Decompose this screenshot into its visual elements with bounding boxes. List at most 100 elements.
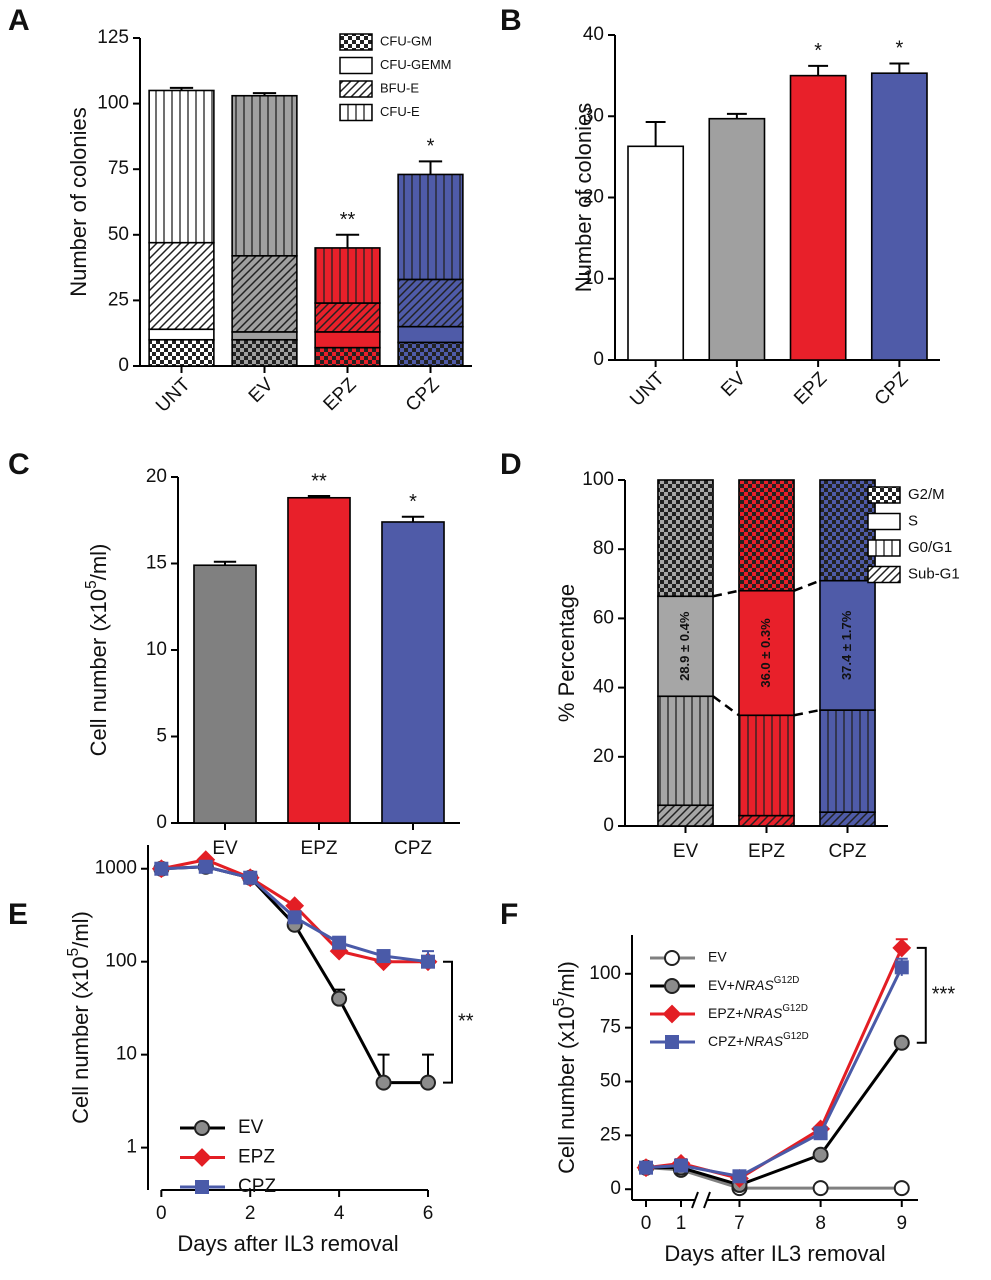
bar-segment <box>314 331 381 349</box>
legend-swatch <box>867 565 901 584</box>
marker <box>812 1180 829 1197</box>
y-tick-label: 15 <box>146 553 167 574</box>
x-tick-label: UNT <box>152 374 195 417</box>
error-bar <box>645 120 666 147</box>
y-tick-label: 100 <box>97 93 129 114</box>
x-tick-label: CPZ <box>871 368 913 410</box>
panel-letter: E <box>8 898 28 931</box>
bar-segment <box>738 814 795 827</box>
bar <box>789 74 847 361</box>
x-tick-label: CPZ <box>394 838 432 859</box>
marker <box>287 910 302 925</box>
marker <box>893 1180 910 1197</box>
y-tick-label: 10 <box>583 268 604 289</box>
x-tick-label: 9 <box>896 1213 907 1234</box>
x-tick-label: EPZ <box>301 838 338 859</box>
marker <box>893 1034 910 1051</box>
bar <box>287 496 351 824</box>
marker <box>198 859 213 874</box>
x-tick-label: EV <box>673 841 699 862</box>
legend-label: EPZ <box>238 1147 275 1168</box>
bar-segment <box>231 254 298 333</box>
y-tick-label: 75 <box>600 1017 621 1038</box>
y-tick-label: 20 <box>146 466 167 487</box>
text-part: G12D <box>774 975 800 986</box>
marker <box>894 960 909 975</box>
bar-segment <box>819 579 876 711</box>
x-tick-label: CPZ <box>829 841 867 862</box>
legend-swatch <box>867 486 901 504</box>
y-tick-label: 125 <box>97 27 129 48</box>
x-tick-label: EV <box>212 838 238 859</box>
error-bar <box>335 233 360 248</box>
y-tick-label: 100 <box>589 963 621 984</box>
y-tick-label: 60 <box>593 607 614 628</box>
connector <box>712 589 740 598</box>
y-tick-label: 0 <box>593 349 604 370</box>
legend-label: G2/M <box>908 486 945 503</box>
bar-segment <box>397 278 464 328</box>
bar-segment <box>738 479 795 592</box>
legend-marker <box>664 950 680 966</box>
y-tick-label: 0 <box>118 355 129 376</box>
y-tick-label: 40 <box>593 677 614 698</box>
legend-marker <box>195 1180 209 1194</box>
bar-segment <box>231 331 298 341</box>
x-tick-label: 4 <box>334 1203 345 1224</box>
bar-segment <box>819 811 876 827</box>
error-bar <box>213 560 237 566</box>
text-part: NRAS <box>735 977 775 993</box>
legend-label: CFU-GEMM <box>380 57 452 72</box>
legend-label: CPZ+NRASG12D <box>708 1031 809 1049</box>
text-part: 5 <box>551 998 568 1007</box>
bar-segment <box>657 479 714 598</box>
error-bar <box>808 64 829 76</box>
bar-segment <box>657 804 714 827</box>
y-axis-label: Cell number (x105/ml) <box>83 544 111 757</box>
bar-segment <box>397 325 464 344</box>
x-axis-label: Days after IL3 removal <box>664 1241 885 1266</box>
bar-segment <box>738 714 795 817</box>
x-tick-label: 0 <box>641 1213 652 1234</box>
text-part: G12D <box>783 1031 809 1042</box>
panel-letter: A <box>8 4 30 37</box>
bar-segment <box>314 346 381 367</box>
x-tick-label: 8 <box>815 1213 826 1234</box>
connector <box>793 579 821 592</box>
x-tick-label: EV <box>245 374 278 407</box>
bar-segment <box>148 338 215 367</box>
significance: *** <box>932 984 956 1006</box>
legend-label: CPZ <box>238 1176 276 1197</box>
significance: * <box>409 491 417 513</box>
bar-segment <box>657 695 714 807</box>
y-tick-label: 100 <box>582 469 614 490</box>
text-part: Cell number (x10 <box>68 956 93 1124</box>
x-tick-label: EPZ <box>320 374 361 415</box>
y-tick-label: 75 <box>108 158 129 179</box>
marker <box>639 1160 653 1175</box>
x-tick-label: 6 <box>423 1203 434 1224</box>
bar <box>381 521 445 824</box>
x-tick-label: 1 <box>676 1213 687 1234</box>
y-tick-label: 20 <box>593 746 614 767</box>
bar-segment <box>819 479 876 582</box>
y-tick-label: 1000 <box>95 858 137 879</box>
legend-label: EV+NRASG12D <box>708 975 799 993</box>
marker <box>154 861 169 876</box>
text-part: NRAS <box>744 1033 784 1049</box>
x-tick-label: CPZ <box>402 374 444 416</box>
marker <box>421 954 435 969</box>
legend-label: CFU-GM <box>380 33 432 48</box>
bar-segment <box>397 173 464 281</box>
marker <box>376 949 391 964</box>
bar-segment <box>314 302 381 333</box>
marker <box>420 1074 436 1091</box>
legend-marker <box>662 1004 682 1024</box>
marker <box>332 935 347 950</box>
x-tick-label: 0 <box>156 1203 167 1224</box>
significance: * <box>427 136 435 158</box>
legend-label: EV <box>238 1117 264 1138</box>
significance: ** <box>311 470 327 492</box>
